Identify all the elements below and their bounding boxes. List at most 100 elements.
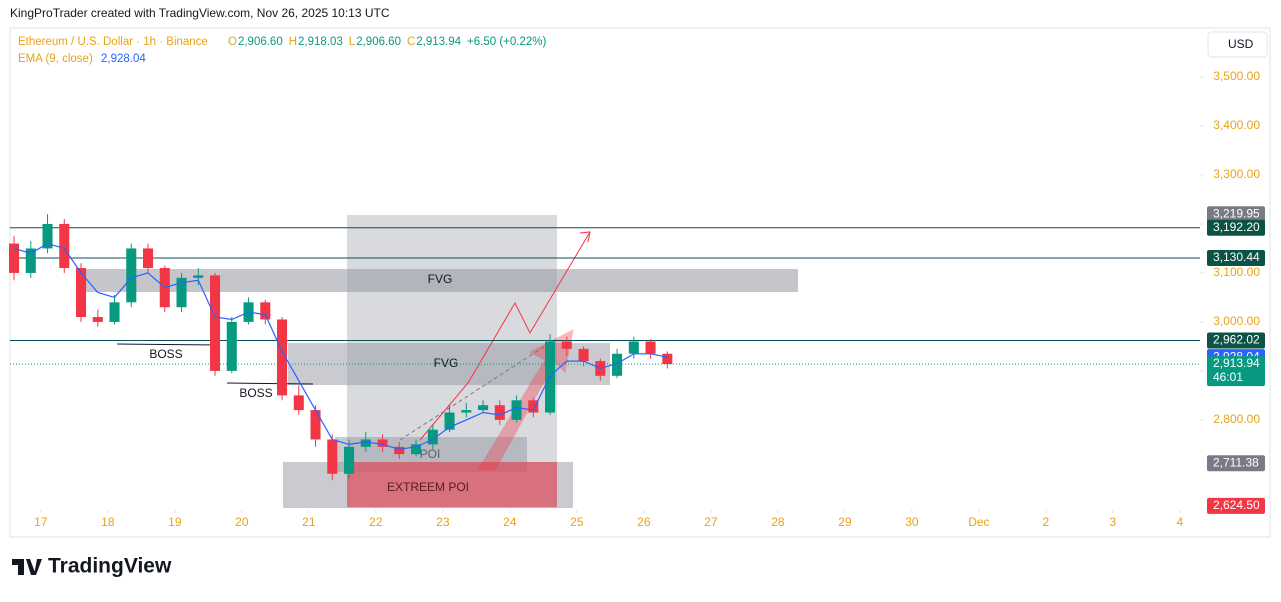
x-tick-label: 25: [570, 515, 584, 529]
candle-body: [59, 223, 70, 269]
candle-body: [176, 277, 187, 308]
x-tick-label: 21: [302, 515, 316, 529]
candle-body: [628, 341, 639, 354]
currency-button[interactable]: [1207, 31, 1268, 58]
candle-body: [143, 248, 154, 269]
y-tick-label: 2,800.00: [1213, 412, 1260, 426]
price-tag-countdown: 46:01: [1213, 370, 1243, 384]
poi-label: POI: [420, 447, 441, 461]
legend-key: C: [407, 36, 415, 48]
candle-body: [511, 400, 522, 420]
x-tick-label: 22: [369, 515, 383, 529]
x-tick-label: 2: [1043, 515, 1050, 529]
candle-body: [344, 446, 355, 474]
price-tag-label: 3,130.44: [1213, 250, 1260, 264]
boss-line: [226, 382, 314, 385]
candle-body: [394, 446, 405, 455]
x-tick-label: 29: [838, 515, 852, 529]
candle-body: [461, 410, 472, 413]
x-tick-label: 4: [1177, 515, 1184, 529]
candle-body: [260, 302, 271, 320]
x-tick-label: 19: [168, 515, 182, 529]
candle-body: [210, 275, 221, 371]
legend-value: 2,906.60: [238, 36, 283, 48]
price-tag: [1207, 332, 1265, 349]
legend-change: +6.50 (+0.22%): [467, 36, 546, 48]
x-tick-label: 27: [704, 515, 718, 529]
price-tag-label: 3,219.95: [1213, 206, 1260, 220]
x-tick-label: Dec: [968, 515, 989, 529]
plot: FVG FVG POI EXTREEM POI BOSS BOSS: [8, 214, 1200, 508]
price-tag-label: 2,711.38: [1213, 455, 1259, 469]
legend-ema: EMA (9, close): [18, 53, 93, 65]
projection-line: [399, 345, 546, 441]
price-tag-label: 2,624.50: [1213, 498, 1260, 512]
candle-body: [360, 439, 371, 447]
legend-value: 2,918.03: [298, 36, 343, 48]
x-tick-label: 24: [503, 515, 517, 529]
legend-value: 2,906.60: [356, 36, 401, 48]
x-tick-label: 17: [34, 515, 48, 529]
candle-body: [444, 412, 455, 430]
candle-body: [293, 395, 304, 411]
candle-body: [75, 268, 87, 318]
boss-line: [116, 343, 219, 346]
candle-body: [42, 223, 53, 249]
candle-body: [8, 243, 20, 273]
candle-body: [92, 317, 103, 322]
candle-body: [645, 341, 656, 354]
price-tag: [1207, 219, 1265, 236]
candle-body: [193, 275, 204, 278]
path-arrow: [419, 231, 591, 441]
x-tick-label: 3: [1110, 515, 1117, 529]
price-tag: [1207, 497, 1265, 514]
price-tag-label: 2,962.02: [1213, 333, 1260, 347]
brand: TradingView: [48, 555, 172, 578]
currency-label[interactable]: USD: [1228, 37, 1254, 51]
candle-body: [494, 405, 505, 420]
boss-label: BOSS: [149, 347, 182, 361]
price-tag-label: 2,913.94: [1213, 356, 1260, 370]
y-tick-label: 3,100.00: [1213, 265, 1260, 279]
candle-body: [25, 248, 36, 273]
candle-body: [427, 429, 438, 445]
y-tick-label: 3,000.00: [1213, 314, 1260, 328]
credit: KingProTrader created with TradingView.c…: [10, 6, 390, 20]
fvg-label: FVG: [434, 356, 459, 370]
candle-body: [528, 400, 539, 413]
fvg-label: FVG: [428, 272, 453, 286]
candle-body: [478, 405, 489, 411]
candle-body: [377, 439, 388, 447]
extreme-poi-label: EXTREEM POI: [387, 480, 469, 494]
y-tick-label: 3,400.00: [1213, 118, 1260, 132]
ema-line: [13, 242, 668, 450]
legend-key: H: [289, 36, 297, 48]
legend-key: O: [228, 36, 237, 48]
x-tick-label: 30: [905, 515, 919, 529]
legend-ema-value: 2,928.04: [101, 53, 146, 65]
price-tag: [1207, 250, 1265, 267]
boss-label: BOSS: [239, 386, 272, 400]
logo: TradingView: [12, 555, 172, 578]
y-tick-label: 3,300.00: [1213, 167, 1260, 181]
x-tick-label: 23: [436, 515, 450, 529]
legend-key: L: [349, 36, 356, 48]
x-tick-label: 20: [235, 515, 249, 529]
price-tag-label: 3,192.20: [1213, 220, 1260, 234]
candle-body: [662, 353, 673, 365]
legend-ohlc: O 2,906.60 H 2,918.03 L 2,906.60 C 2,913.94 +6.5…: [228, 36, 546, 48]
arrow-head: [579, 231, 591, 243]
chart-frame: [9, 27, 1271, 538]
candle-body: [126, 248, 137, 303]
y-tick-label: 3,500.00: [1213, 69, 1260, 83]
candle-body: [310, 410, 321, 440]
price-tag: [1207, 206, 1265, 223]
candle-body: [109, 302, 120, 322]
x-tick-label: 28: [771, 515, 785, 529]
price-tag: [1207, 455, 1265, 472]
candle-body: [578, 348, 589, 362]
extreme-poi-box: [347, 462, 557, 507]
candle-body: [277, 319, 288, 396]
legend-value: 2,913.94: [416, 36, 461, 48]
